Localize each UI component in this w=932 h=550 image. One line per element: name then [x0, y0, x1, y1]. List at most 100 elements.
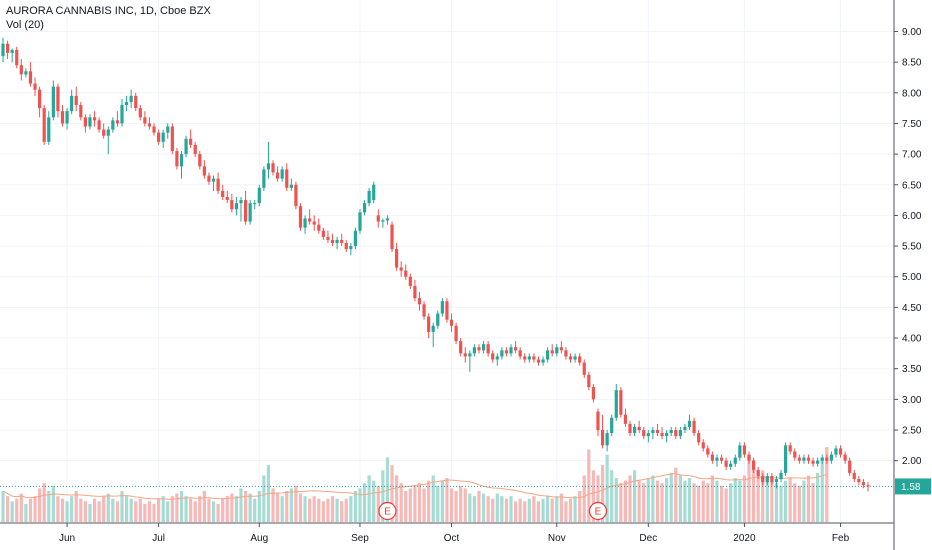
- price-axis[interactable]: 9.00 8.50 8.00 7.50 7.00 6.50 6.00 5.50 5.00 4.50…: [893, 0, 931, 550]
- candle: [166, 123, 170, 139]
- time-axis[interactable]: Jun Jul Aug Sep Oct Nov Dec 2020 Feb: [0, 522, 894, 544]
- candle-body: [394, 249, 399, 268]
- candle: [257, 184, 261, 207]
- volume-bar: [175, 493, 179, 522]
- volume-bar: [820, 457, 824, 522]
- candle-body: [308, 218, 312, 222]
- volume-bar: [431, 475, 435, 522]
- candle: [738, 442, 742, 461]
- candle-body: [362, 203, 367, 213]
- candle: [683, 423, 687, 434]
- candle: [838, 445, 843, 458]
- candle-body: [523, 356, 527, 360]
- volume-bar: [70, 496, 74, 522]
- candle-body: [724, 460, 728, 467]
- candle: [463, 347, 467, 363]
- candle-body: [564, 350, 568, 357]
- candle: [152, 123, 156, 136]
- candle-body: [454, 325, 458, 342]
- candle-body: [276, 172, 280, 179]
- volume-bar: [623, 480, 628, 522]
- candle-body: [788, 445, 792, 452]
- candle: [806, 454, 811, 464]
- candle: [518, 347, 522, 360]
- candle: [262, 166, 266, 191]
- candle: [198, 151, 202, 170]
- volume-bar: [632, 470, 637, 522]
- candle-body: [147, 123, 152, 127]
- candle: [344, 239, 348, 253]
- volume-bar: [710, 475, 714, 522]
- candle: [637, 420, 641, 434]
- volume-bar: [500, 496, 504, 522]
- volume-bar: [97, 501, 101, 522]
- volume-bar: [596, 475, 600, 522]
- candle-body: [193, 144, 197, 155]
- candle-body: [143, 117, 147, 124]
- volume-bar: [138, 498, 142, 522]
- candle-body: [198, 154, 202, 167]
- candle-body: [619, 390, 623, 415]
- volume-bar: [88, 503, 92, 522]
- candle: [399, 261, 403, 277]
- volume-bar: [367, 475, 371, 522]
- candle-body: [710, 454, 714, 461]
- candle-body: [614, 390, 618, 418]
- candle: [184, 135, 188, 158]
- volume-bar: [56, 496, 60, 522]
- candle: [10, 48, 14, 63]
- candle-body: [779, 472, 783, 480]
- candle-body: [477, 347, 481, 351]
- candle: [568, 353, 573, 363]
- volume-bar: [120, 490, 124, 522]
- candle: [523, 353, 527, 363]
- candle-body: [24, 71, 28, 75]
- x-tick-label: Aug: [250, 533, 268, 544]
- candle-body: [321, 230, 325, 237]
- volume-bar: [628, 475, 632, 522]
- volume-bar: [376, 485, 380, 522]
- candle-body: [486, 344, 490, 354]
- candle-body: [326, 236, 330, 240]
- volume-bar: [166, 501, 170, 522]
- candle-body: [546, 350, 550, 360]
- candle: [646, 430, 650, 443]
- volume-indicator-label: Vol (20): [6, 19, 44, 31]
- candle: [120, 98, 124, 127]
- candle-body: [120, 105, 124, 124]
- candle-body: [70, 95, 74, 112]
- grid: [0, 0, 893, 522]
- chart-legend: AURORA CANNABIS INC, 1D, Cboe BZX Vol (2…: [6, 4, 211, 32]
- volume-bar: [399, 483, 403, 522]
- candle-body: [802, 457, 806, 461]
- candle: [632, 423, 637, 437]
- candle: [532, 353, 536, 363]
- volume-bar: [665, 478, 669, 522]
- candle: [546, 347, 550, 363]
- candle-body: [784, 445, 788, 473]
- candle: [253, 200, 257, 210]
- earnings-marker[interactable]: E: [588, 501, 608, 521]
- symbol-title: AURORA CANNABIS INC, 1D, Cboe BZX: [6, 5, 211, 17]
- candle: [65, 108, 69, 130]
- candle: [79, 101, 83, 121]
- candle-body: [468, 353, 472, 357]
- volume-bar: [477, 490, 481, 522]
- volume-bar: [637, 480, 641, 522]
- candle-body: [669, 430, 673, 434]
- candle-body: [491, 353, 495, 360]
- volume-bar: [715, 480, 719, 522]
- candle: [312, 215, 316, 231]
- candle: [83, 114, 87, 133]
- candle: [605, 430, 609, 452]
- volume-bar: [733, 478, 737, 522]
- volume-bar: [111, 498, 115, 522]
- earnings-marker[interactable]: E: [378, 501, 397, 521]
- candle: [38, 86, 42, 118]
- y-tick-label: 5.00: [902, 272, 922, 283]
- candle-body: [257, 187, 261, 204]
- candle: [92, 111, 97, 127]
- candle: [248, 200, 252, 225]
- candle: [317, 218, 321, 234]
